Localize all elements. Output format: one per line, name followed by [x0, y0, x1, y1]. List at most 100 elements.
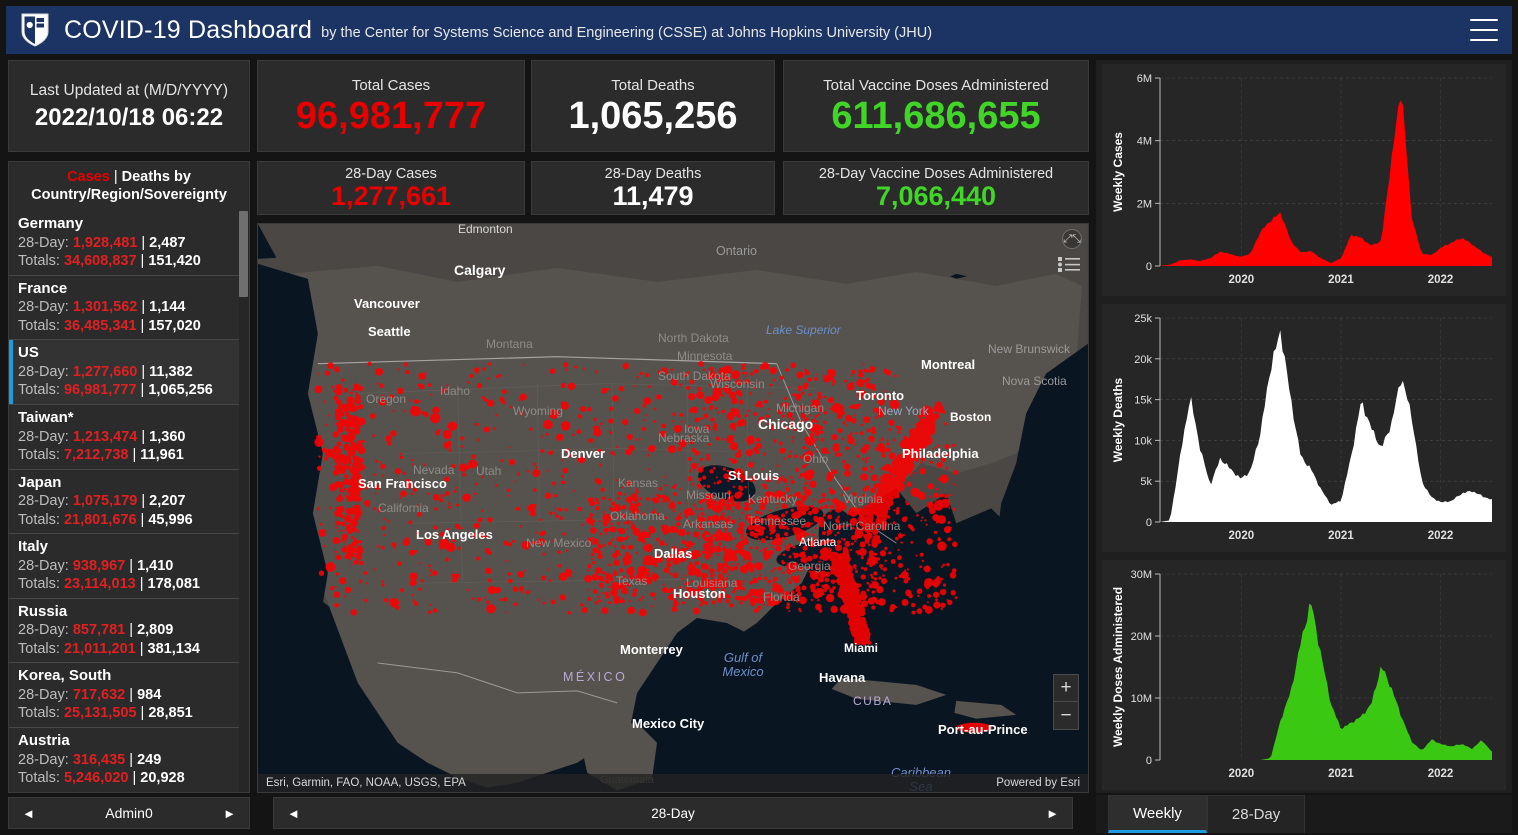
weekly-cases-chart: 0 2M 4M 6M 2020 2021 2022 Weekly Cases [1102, 64, 1506, 296]
country-name: Japan [18, 473, 62, 491]
country-row[interactable]: Korea, South 28-Day: 717,632 | 984 Totals:… [9, 662, 239, 727]
country-name: Korea, South [18, 667, 112, 685]
svg-text:0: 0 [1146, 517, 1152, 529]
last-updated-value: 2022/10/18 06:22 [34, 104, 224, 132]
svg-text:0: 0 [1146, 261, 1152, 273]
last-updated-card: Last Updated at (M/D/YYYY) 2022/10/18 06… [8, 60, 250, 152]
country-row[interactable]: Germany 28-Day: 1,928,481 | 2,487 Totals: … [9, 211, 239, 275]
zoom-out-button[interactable]: − [1060, 704, 1072, 726]
map-zoom-controls[interactable]: + − [1053, 674, 1079, 730]
total-deaths-label: Total Deaths [611, 76, 695, 94]
tab-weekly[interactable]: Weekly [1108, 795, 1207, 833]
total-vaccine-value: 611,686,655 [831, 95, 1041, 138]
country-28day-stats: 28-Day: 316,435 | 249 [18, 751, 162, 768]
country-total-stats: Totals: 36,485,341 | 157,020 [18, 317, 201, 334]
header-rest: Deaths by [121, 169, 191, 185]
svg-text:2022: 2022 [1428, 530, 1454, 542]
svg-text:20M: 20M [1131, 631, 1152, 643]
country-28day-stats: 28-Day: 857,781 | 2,809 [18, 622, 174, 639]
svg-text:5k: 5k [1140, 476, 1152, 488]
deaths-28day-label: 28-Day Deaths [604, 166, 702, 183]
country-28day-stats: 28-Day: 938,967 | 1,410 [18, 557, 174, 574]
charts-tabs: Weekly 28-Day [1096, 795, 1512, 833]
svg-text:6M: 6M [1137, 73, 1152, 85]
svg-text:2022: 2022 [1428, 274, 1454, 286]
last-updated-label: Last Updated at (M/D/YYYY) [29, 81, 229, 99]
header-cases-word: Cases [67, 169, 110, 185]
total-cases-card: Total Cases 96,981,777 [257, 60, 525, 152]
jhu-shield-icon [21, 13, 49, 47]
svg-text:10M: 10M [1131, 693, 1152, 705]
header-separator: | [109, 169, 122, 185]
country-total-stats: Totals: 21,801,676 | 45,996 [18, 511, 193, 528]
cases-28day-label: 28-Day Cases [345, 166, 437, 183]
country-row[interactable]: US 28-Day: 1,277,660 | 11,382 Totals: 96,9… [9, 339, 239, 405]
pager-label: Admin0 [105, 805, 153, 821]
cases-28day-card: 28-Day Cases 1,277,661 [257, 161, 525, 215]
country-list-header: Cases | Deaths by Country/Region/Soverei… [9, 162, 249, 211]
total-cases-label: Total Cases [351, 76, 431, 94]
map-attribution-right: Powered by Esri [996, 777, 1080, 789]
legend-list-icon[interactable] [1056, 254, 1082, 276]
country-total-stats: Totals: 34,608,837 | 151,420 [18, 253, 201, 270]
svg-text:0: 0 [1146, 755, 1152, 767]
country-name: Taiwan* [18, 409, 74, 427]
svg-text:10k: 10k [1134, 435, 1152, 447]
page-title: COVID-19 Dashboard [64, 15, 313, 44]
hamburger-menu-icon[interactable] [1470, 19, 1498, 41]
country-list-pager: ◄ Admin0 ► [8, 797, 250, 829]
total-deaths-card: Total Deaths 1,065,256 [531, 60, 775, 152]
country-row[interactable]: Russia 28-Day: 857,781 | 2,809 Totals: 21,… [9, 597, 239, 663]
charts-panel: 0 2M 4M 6M 2020 2021 2022 Weekly Cases 0 5k 10k 15… [1096, 60, 1512, 793]
svg-text:Weekly Deaths: Weekly Deaths [1111, 377, 1125, 462]
svg-text:2021: 2021 [1328, 768, 1354, 780]
app-header: COVID-19 Dashboard by the Center for Sys… [6, 6, 1512, 54]
deaths-28day-card: 28-Day Deaths 11,479 [531, 161, 775, 215]
vaccine-28day-card: 28-Day Vaccine Doses Administered 7,066,… [783, 161, 1089, 215]
scrollbar-thumb[interactable] [239, 211, 248, 298]
weekly-deaths-chart: 0 5k 10k 15k 20k 25k 2020 2021 2022 Weekly Deaths [1102, 304, 1506, 552]
country-28day-stats: 28-Day: 717,632 | 984 [18, 686, 162, 703]
map-attribution: Esri, Garmin, FAO, NOAA, USGS, EPA Power… [258, 774, 1088, 792]
map-pager-prev-icon[interactable]: ◄ [287, 805, 300, 821]
map-pager-next-icon[interactable]: ► [1046, 805, 1059, 821]
country-name: Russia [18, 602, 68, 620]
svg-text:2021: 2021 [1328, 274, 1354, 286]
map-canvas[interactable] [258, 224, 1088, 793]
country-row[interactable]: Italy 28-Day: 938,967 | 1,410 Totals: 23,1… [9, 533, 239, 598]
country-list-scroll-area[interactable]: Germany 28-Day: 1,928,481 | 2,487 Totals: … [9, 211, 249, 792]
country-row[interactable]: Taiwan* 28-Day: 1,213,474 | 1,360 Totals: … [9, 404, 239, 469]
svg-text:20k: 20k [1134, 354, 1152, 366]
triangle-left-icon[interactable]: ◄ [22, 805, 35, 821]
country-total-stats: Totals: 25,131,505 | 28,851 [18, 705, 193, 722]
country-total-stats: Totals: 21,011,201 | 381,134 [18, 640, 200, 657]
expand-fullscreen-icon[interactable]: ⤢⤡ [1062, 229, 1082, 249]
svg-text:2020: 2020 [1229, 768, 1255, 780]
country-28day-stats: 28-Day: 1,075,179 | 2,207 [18, 493, 186, 510]
total-vaccine-card: Total Vaccine Doses Administered 611,686… [783, 60, 1089, 152]
svg-text:Weekly Cases: Weekly Cases [1111, 132, 1125, 212]
country-row[interactable]: France 28-Day: 1,301,562 | 1,144 Totals: 3… [9, 274, 239, 340]
country-total-stats: Totals: 96,981,777 | 1,065,256 [18, 382, 213, 399]
country-name: Germany [18, 215, 84, 233]
triangle-right-icon[interactable]: ► [223, 805, 236, 821]
total-deaths-value: 1,065,256 [568, 95, 738, 138]
covid-map[interactable]: Edmonton Calgary Vancouver Seattle San F… [257, 223, 1089, 793]
map-timeframe-pager: ◄ 28-Day ► [273, 797, 1073, 829]
svg-text:2022: 2022 [1428, 768, 1454, 780]
tab-28-day[interactable]: 28-Day [1206, 795, 1306, 833]
country-row[interactable]: Japan 28-Day: 1,075,179 | 2,207 Totals: 21… [9, 468, 239, 534]
svg-text:2M: 2M [1137, 198, 1152, 210]
country-28day-stats: 28-Day: 1,213,474 | 1,360 [18, 428, 186, 445]
map-attribution-left: Esri, Garmin, FAO, NOAA, USGS, EPA [266, 777, 466, 789]
zoom-in-button[interactable]: + [1054, 675, 1078, 702]
country-row[interactable]: Austria 28-Day: 316,435 | 249 Totals: 5,24… [9, 727, 239, 792]
vaccine-28day-label: 28-Day Vaccine Doses Administered [818, 166, 1054, 183]
country-name: US [18, 344, 39, 362]
country-name: Austria [18, 732, 70, 749]
cases-28day-value: 1,277,661 [330, 180, 452, 211]
country-list-scrollbar[interactable] [239, 211, 248, 792]
svg-text:25k: 25k [1134, 313, 1152, 325]
country-total-stats: Totals: 7,212,738 | 11,961 [18, 447, 184, 464]
